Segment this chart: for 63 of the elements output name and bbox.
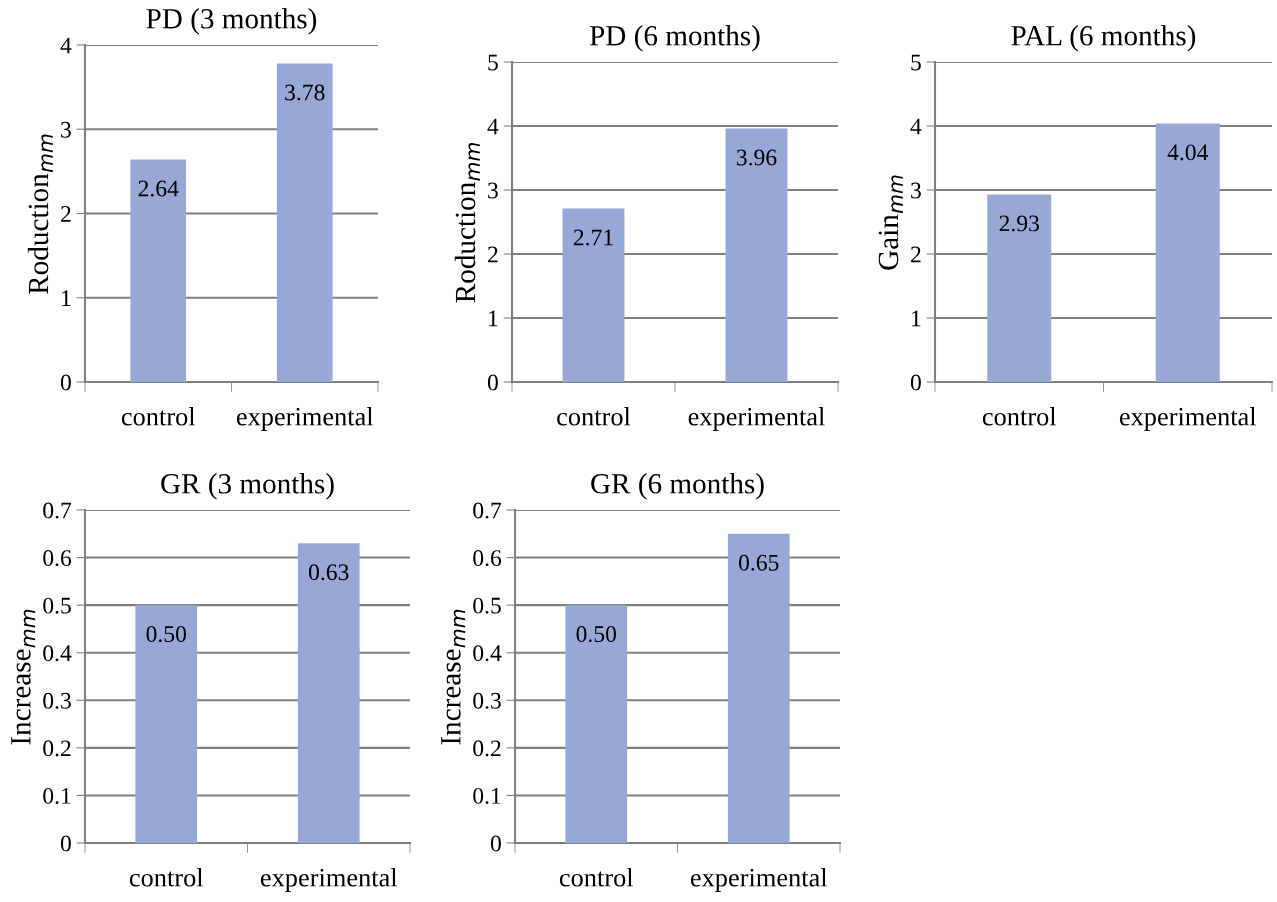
y-tick-label: 0 — [487, 374, 498, 391]
y-tick-label: 0.4 — [43, 645, 72, 662]
y-tick-label: 5 — [488, 54, 498, 71]
y-tick-label: 4 — [487, 118, 499, 135]
y-tick-label: 4 — [60, 37, 72, 54]
data-label: 0.50 — [146, 626, 187, 643]
y-tick-label: 0.5 — [43, 597, 71, 614]
y-tick-label: 3 — [61, 121, 71, 138]
data-label: 2.93 — [999, 215, 1039, 232]
x-tick-label: experimental — [1119, 407, 1257, 431]
x-tick-label: experimental — [260, 868, 398, 892]
chart-title: PAL (6 months) — [1011, 25, 1196, 52]
data-label: 0.65 — [738, 554, 779, 571]
y-tick-label: 0.2 — [43, 740, 71, 757]
y-tick-label: 0 — [60, 835, 71, 852]
y-tick-label: 2 — [488, 246, 498, 263]
data-label: 3.96 — [736, 149, 777, 166]
y-tick-label: 0.3 — [473, 692, 501, 709]
y-tick-label: 0 — [490, 835, 501, 852]
y-tick-label: 4 — [910, 118, 922, 135]
y-tick-label: 0.2 — [473, 740, 501, 757]
chart-title: GR (3 months) — [161, 473, 334, 500]
chart-title: PD (3 months) — [146, 8, 317, 35]
y-axis-title: Roduction$_{mm}$ — [27, 134, 53, 294]
y-tick-label: 1 — [489, 310, 498, 327]
y-tick-label: 2 — [61, 206, 71, 222]
data-label: 0.63 — [308, 564, 349, 581]
y-tick-label: 0 — [910, 374, 921, 391]
y-axis-title: Increase$_{mm}$ — [11, 609, 36, 745]
y-tick-label: 0.7 — [43, 502, 72, 519]
y-tick-label: 1 — [62, 290, 71, 306]
y-axis-title: Roduction$_{mm}$ — [454, 143, 480, 303]
x-tick-label: control — [982, 407, 1057, 426]
data-label: 2.71 — [573, 229, 613, 246]
y-tick-label: 0.6 — [43, 550, 72, 567]
y-tick-label: 5 — [911, 54, 921, 71]
chart-title: GR (6 months) — [591, 473, 764, 500]
x-tick-label: control — [557, 407, 631, 426]
chart-title: PD (6 months) — [589, 25, 760, 52]
y-tick-label: 0.3 — [43, 692, 71, 709]
data-label: 0.50 — [576, 626, 617, 643]
x-tick-label: control — [121, 407, 196, 426]
data-label: 3.78 — [285, 84, 325, 101]
x-tick-label: control — [129, 868, 204, 887]
y-tick-label: 0 — [60, 374, 71, 391]
y-axis-title: Gain$_{mm}$ — [878, 175, 903, 270]
y-tick-label: 0.1 — [43, 787, 71, 804]
y-tick-label: 3 — [911, 182, 921, 199]
y-tick-label: 0.5 — [473, 597, 501, 614]
x-tick-label: experimental — [690, 868, 828, 892]
y-tick-label: 0.1 — [473, 787, 501, 804]
data-label: 2.64 — [138, 180, 179, 197]
x-tick-label: experimental — [236, 407, 374, 431]
x-tick-label: control — [559, 868, 634, 887]
y-tick-label: 0.7 — [473, 502, 502, 519]
x-tick-label: experimental — [688, 407, 825, 431]
y-tick-label: 2 — [911, 246, 921, 263]
y-axis-title: Increase$_{mm}$ — [441, 609, 466, 745]
y-tick-label: 0.4 — [473, 645, 502, 662]
y-tick-label: 1 — [912, 310, 921, 327]
y-tick-label: 0.6 — [473, 550, 502, 567]
y-tick-label: 3 — [488, 182, 498, 199]
data-label: 4.04 — [1167, 144, 1209, 161]
